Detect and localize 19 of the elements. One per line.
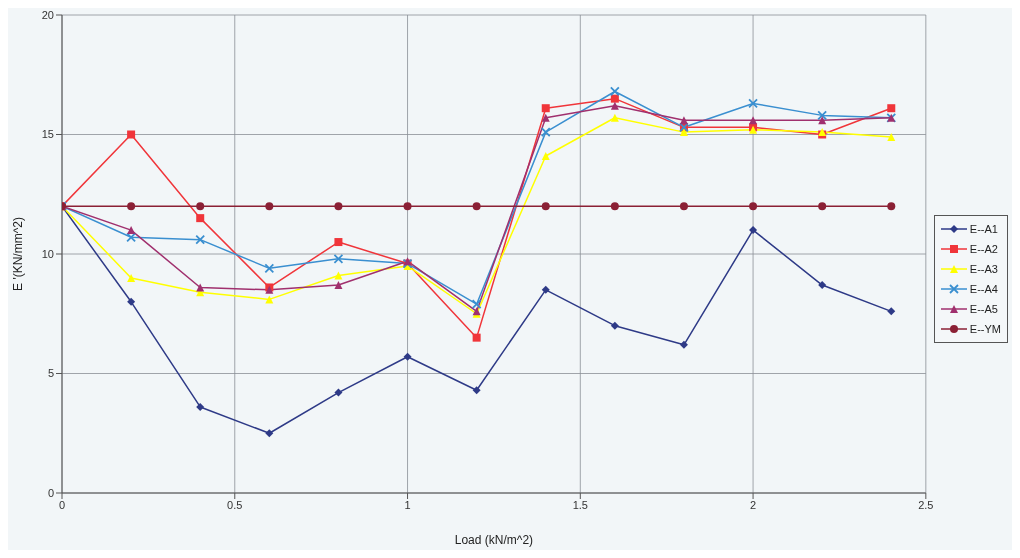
y-tick-label: 15 (41, 128, 54, 141)
legend-label: E--A1 (969, 223, 998, 235)
y-tick-label: 20 (41, 8, 54, 21)
x-tick-label: 2 (750, 498, 757, 511)
x-tick-label: 1.5 (572, 498, 588, 511)
legend-label: E--A4 (969, 283, 998, 295)
y-tick-label: 5 (47, 367, 54, 380)
x-tick-label: 0 (58, 498, 66, 511)
y-axis-title: E '(KN/mm^2) (11, 217, 26, 291)
legend-label: E--A2 (969, 243, 998, 255)
legend-label: E--A5 (969, 303, 998, 315)
legend-label: E--A3 (969, 263, 998, 275)
y-tick-label: 0 (47, 486, 54, 499)
x-tick-label: 1 (404, 498, 411, 511)
x-tick-label: 0.5 (227, 498, 243, 511)
x-axis-title: Load (kN/m^2) (454, 533, 534, 547)
x-tick-label: 2.5 (918, 498, 934, 511)
y-tick-label: 10 (41, 247, 54, 260)
legend-label: E--YM (969, 323, 1001, 335)
